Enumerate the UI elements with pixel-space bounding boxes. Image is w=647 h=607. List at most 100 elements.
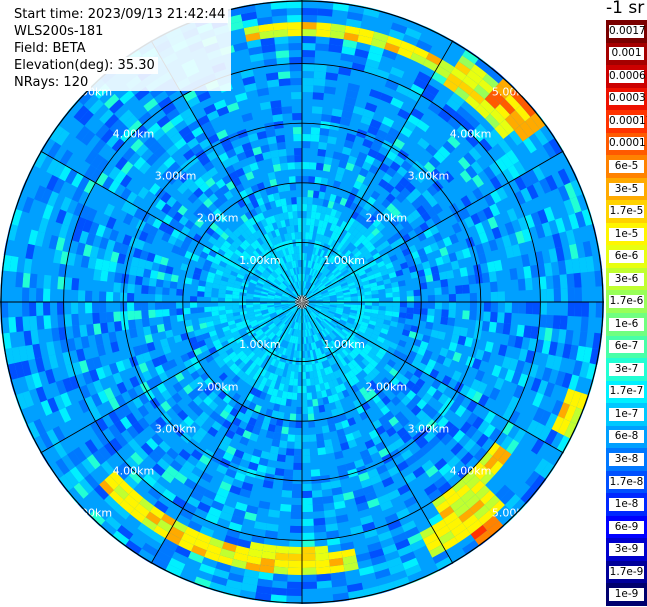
range-gate: [165, 563, 183, 577]
range-gate: [288, 420, 296, 428]
range-gate: [267, 307, 275, 312]
range-gate: [239, 242, 248, 251]
range-gate: [312, 92, 324, 101]
range-gate: [414, 353, 424, 363]
range-gate: [513, 160, 527, 176]
range-gate: [318, 284, 325, 290]
range-gate: [511, 371, 522, 385]
range-gate: [520, 487, 536, 504]
range-gate: [537, 379, 549, 395]
range-gate: [218, 293, 226, 298]
range-gate: [314, 545, 329, 554]
range-gate: [283, 317, 289, 324]
range-gate: [160, 256, 169, 266]
range-gate: [269, 263, 276, 271]
range-gate: [336, 297, 344, 301]
range-gate: [99, 479, 114, 496]
range-gate: [291, 92, 302, 100]
range-gate: [245, 171, 255, 181]
range-gate: [369, 359, 379, 368]
range-gate: [302, 50, 316, 58]
range-gate: [507, 334, 517, 348]
range-gate: [222, 240, 232, 249]
range-gate: [394, 182, 406, 193]
range-gate: [216, 464, 228, 475]
range-gate: [376, 464, 388, 475]
range-gate: [256, 358, 264, 367]
range-gate: [397, 280, 406, 287]
range-gate: [260, 37, 275, 47]
range-gate: [282, 333, 288, 341]
colorbar-swatch: 0.0003: [606, 87, 647, 111]
range-gate: [428, 513, 444, 527]
range-gate: [246, 302, 254, 305]
range-gate: [360, 260, 369, 267]
range-gate: [142, 222, 153, 234]
range-gate: [339, 279, 347, 285]
range-gate: [250, 354, 258, 362]
range-gate: [489, 203, 501, 217]
range-gate: [423, 483, 438, 496]
range-gate: [241, 481, 254, 492]
colorbar-swatch: 1e-5: [606, 222, 647, 246]
range-gate: [302, 574, 317, 582]
range-gate: [362, 484, 375, 496]
range-gate: [569, 243, 579, 260]
range-gate: [276, 389, 284, 398]
range-gate: [217, 264, 226, 272]
range-gate: [156, 458, 170, 471]
range-gate: [439, 347, 449, 358]
range-gate: [264, 281, 272, 287]
range-gate: [478, 451, 493, 466]
range-gate: [389, 254, 398, 263]
range-gate: [340, 419, 350, 429]
range-gate: [155, 294, 163, 302]
range-gate: [310, 285, 316, 292]
range-gate: [450, 497, 465, 512]
range-gate: [341, 46, 356, 56]
range-gate: [370, 142, 382, 153]
range-gate: [376, 399, 386, 410]
range-gate: [293, 218, 298, 226]
range-gate: [489, 460, 504, 476]
range-gate: [174, 137, 187, 150]
range-gate: [325, 373, 333, 382]
range-gate: [465, 475, 481, 490]
colorbar-swatch: 0.0001: [606, 132, 647, 156]
range-gate: [260, 243, 268, 252]
range-gate: [368, 336, 377, 344]
range-gate: [539, 178, 552, 194]
range-gate: [385, 166, 397, 178]
range-gate: [138, 111, 153, 126]
range-gate: [114, 504, 131, 520]
range-gate: [284, 255, 290, 263]
range-gate: [362, 202, 372, 212]
range-gate: [162, 214, 173, 225]
range-gate: [138, 362, 149, 374]
range-gate: [187, 390, 198, 401]
range-gate: [211, 574, 228, 586]
range-gate: [288, 546, 302, 554]
range-gate: [161, 470, 175, 484]
range-gate: [379, 162, 390, 173]
range-gate: [211, 297, 219, 302]
range-gate: [258, 332, 266, 340]
range-gate: [284, 377, 290, 385]
range-gate: [462, 284, 470, 294]
range-gate: [160, 513, 176, 527]
range-gate: [312, 310, 319, 316]
range-gate: [513, 384, 525, 399]
range-gate: [410, 108, 424, 121]
range-gate: [451, 222, 462, 234]
range-gate: [260, 295, 268, 299]
range-gate: [410, 188, 422, 199]
range-gate: [183, 177, 195, 189]
range-gate: [337, 360, 344, 369]
range-gate: [321, 338, 327, 346]
range-gate: [309, 260, 313, 269]
range-gate: [374, 231, 384, 241]
range-gate: [88, 221, 100, 235]
range-gate: [580, 316, 589, 332]
range-gate: [293, 260, 297, 268]
range-gate: [265, 129, 276, 138]
